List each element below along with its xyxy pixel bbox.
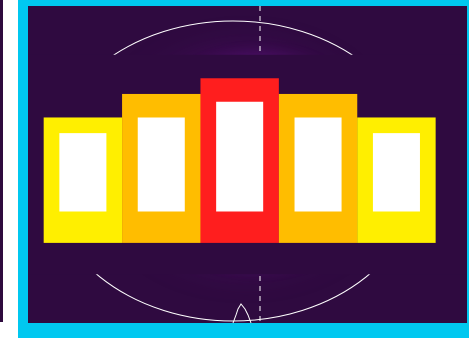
beam-view[interactable] — [28, 6, 467, 323]
left-panel-strip — [0, 0, 3, 322]
bottom-profile-trace — [232, 303, 252, 323]
heatmap-legend-icon — [28, 54, 467, 275]
left-panel — [0, 0, 18, 338]
